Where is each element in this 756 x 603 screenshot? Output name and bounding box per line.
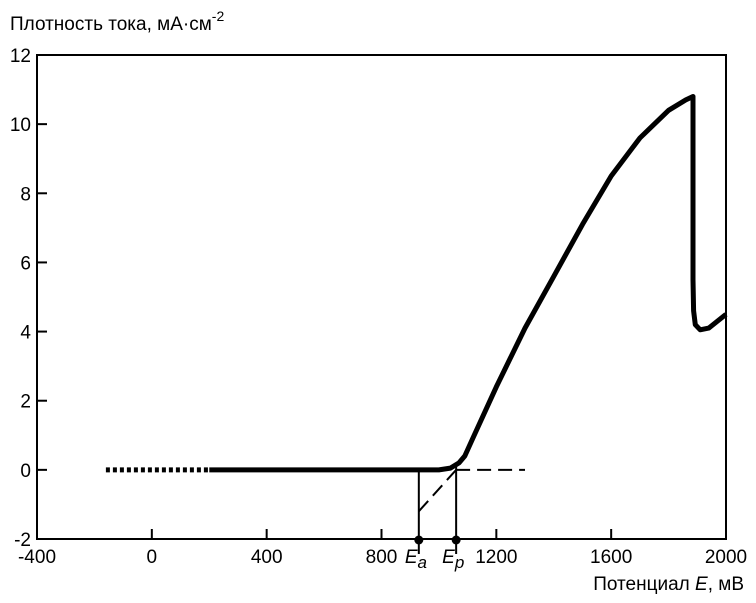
y-tick-label: 10: [10, 115, 31, 136]
marker-dot-p: [451, 535, 461, 545]
extrapolation-line: [418, 469, 457, 512]
y-tick-label: 12: [10, 46, 31, 67]
x-tick-label: -400: [18, 547, 56, 568]
x-tick-label: 400: [251, 547, 283, 568]
y-tick-label: 4: [20, 323, 31, 344]
x-tick-label: 0: [147, 547, 158, 568]
polarization-curve: [209, 94, 728, 473]
x-tick-label: 1600: [590, 547, 632, 568]
marker-label-a: Ea: [405, 547, 427, 572]
y-tick-label: 6: [20, 253, 31, 274]
marker-label-p: Ep: [442, 547, 464, 572]
y-axis-label: Плотность тока, мА·см-2: [10, 8, 224, 35]
x-tick-label: 2000: [705, 547, 747, 568]
marker-dot-a: [414, 535, 424, 545]
x-tick-label: 800: [366, 547, 398, 568]
x-axis-label: Потенциал E, мВ: [593, 574, 744, 595]
y-axis-label-sup: -2: [212, 8, 225, 24]
y-tick-label: -2: [14, 530, 31, 551]
y-tick-label: 8: [20, 184, 31, 205]
plot-frame: [36, 54, 727, 540]
x-tick-label: 1200: [475, 547, 517, 568]
y-tick-label: 2: [20, 392, 31, 413]
y-tick-label: 0: [20, 461, 31, 482]
